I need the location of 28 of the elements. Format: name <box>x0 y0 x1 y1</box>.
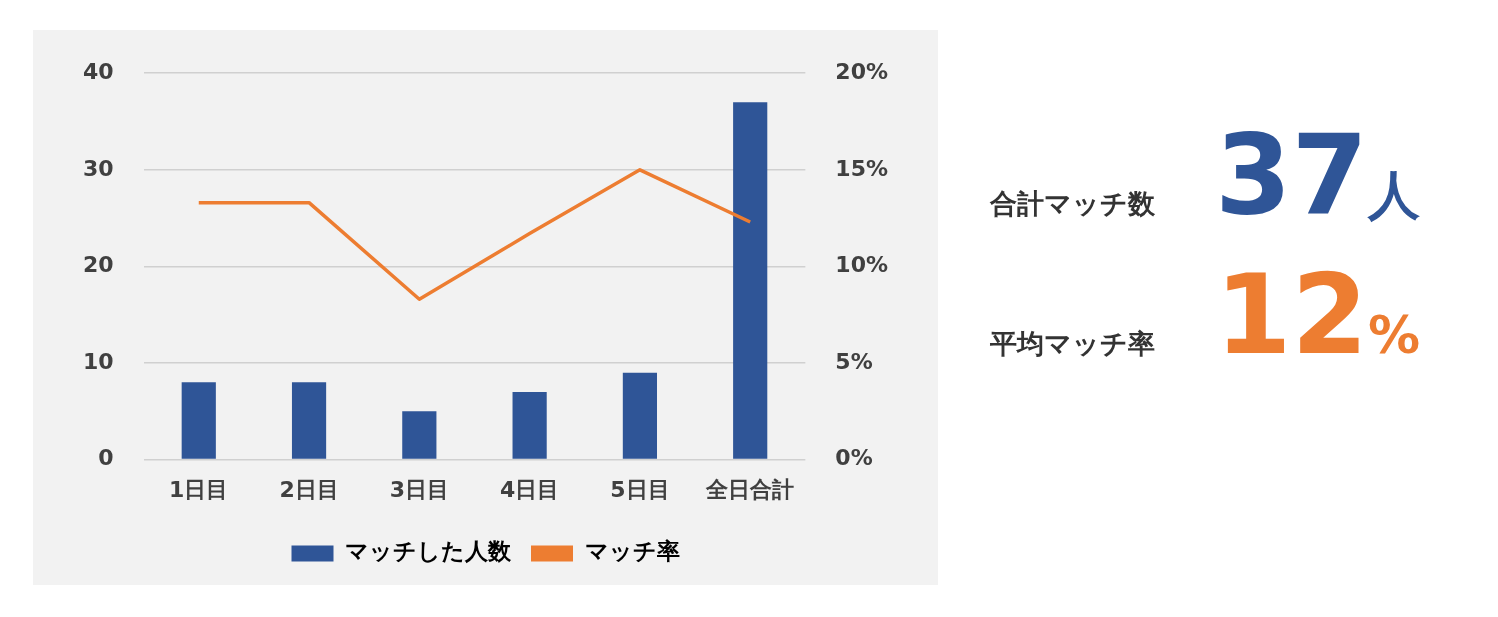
x-tick-label: 2日目 <box>279 476 339 502</box>
text: 平均マッチ率 <box>990 327 1156 361</box>
x-tick-label: 全日合計 <box>705 476 795 502</box>
text: 37人 <box>1215 111 1421 239</box>
y2-tick-label: 10% <box>835 252 889 278</box>
y-tick-label: 0 <box>98 445 114 471</box>
y2-tick-label: 15% <box>835 155 889 181</box>
x-tick-label: 1日目 <box>169 476 229 502</box>
legend-label: マッチした人数 <box>345 538 512 565</box>
bar <box>622 372 658 459</box>
x-tick-label: 5日目 <box>610 476 670 502</box>
bar <box>181 382 216 459</box>
bar <box>291 382 327 459</box>
y2-tick-label: 20% <box>835 58 889 84</box>
y-tick-label: 10 <box>82 348 114 374</box>
legend-label: マッチ率 <box>584 538 680 565</box>
y2-tick-label: 0% <box>835 445 873 471</box>
bar <box>733 102 768 459</box>
x-tick-label: 3日目 <box>389 476 449 502</box>
y-tick-label: 40 <box>82 58 114 84</box>
bar <box>512 391 547 459</box>
y-tick-label: 30 <box>82 155 114 181</box>
x-tick-label: 4日目 <box>499 476 560 502</box>
bar <box>402 411 437 459</box>
y-tick-label: 20 <box>82 252 114 278</box>
text: 12% <box>1215 251 1421 379</box>
y2-tick-label: 5% <box>835 348 873 374</box>
text: 合計マッチ数 <box>990 187 1156 221</box>
